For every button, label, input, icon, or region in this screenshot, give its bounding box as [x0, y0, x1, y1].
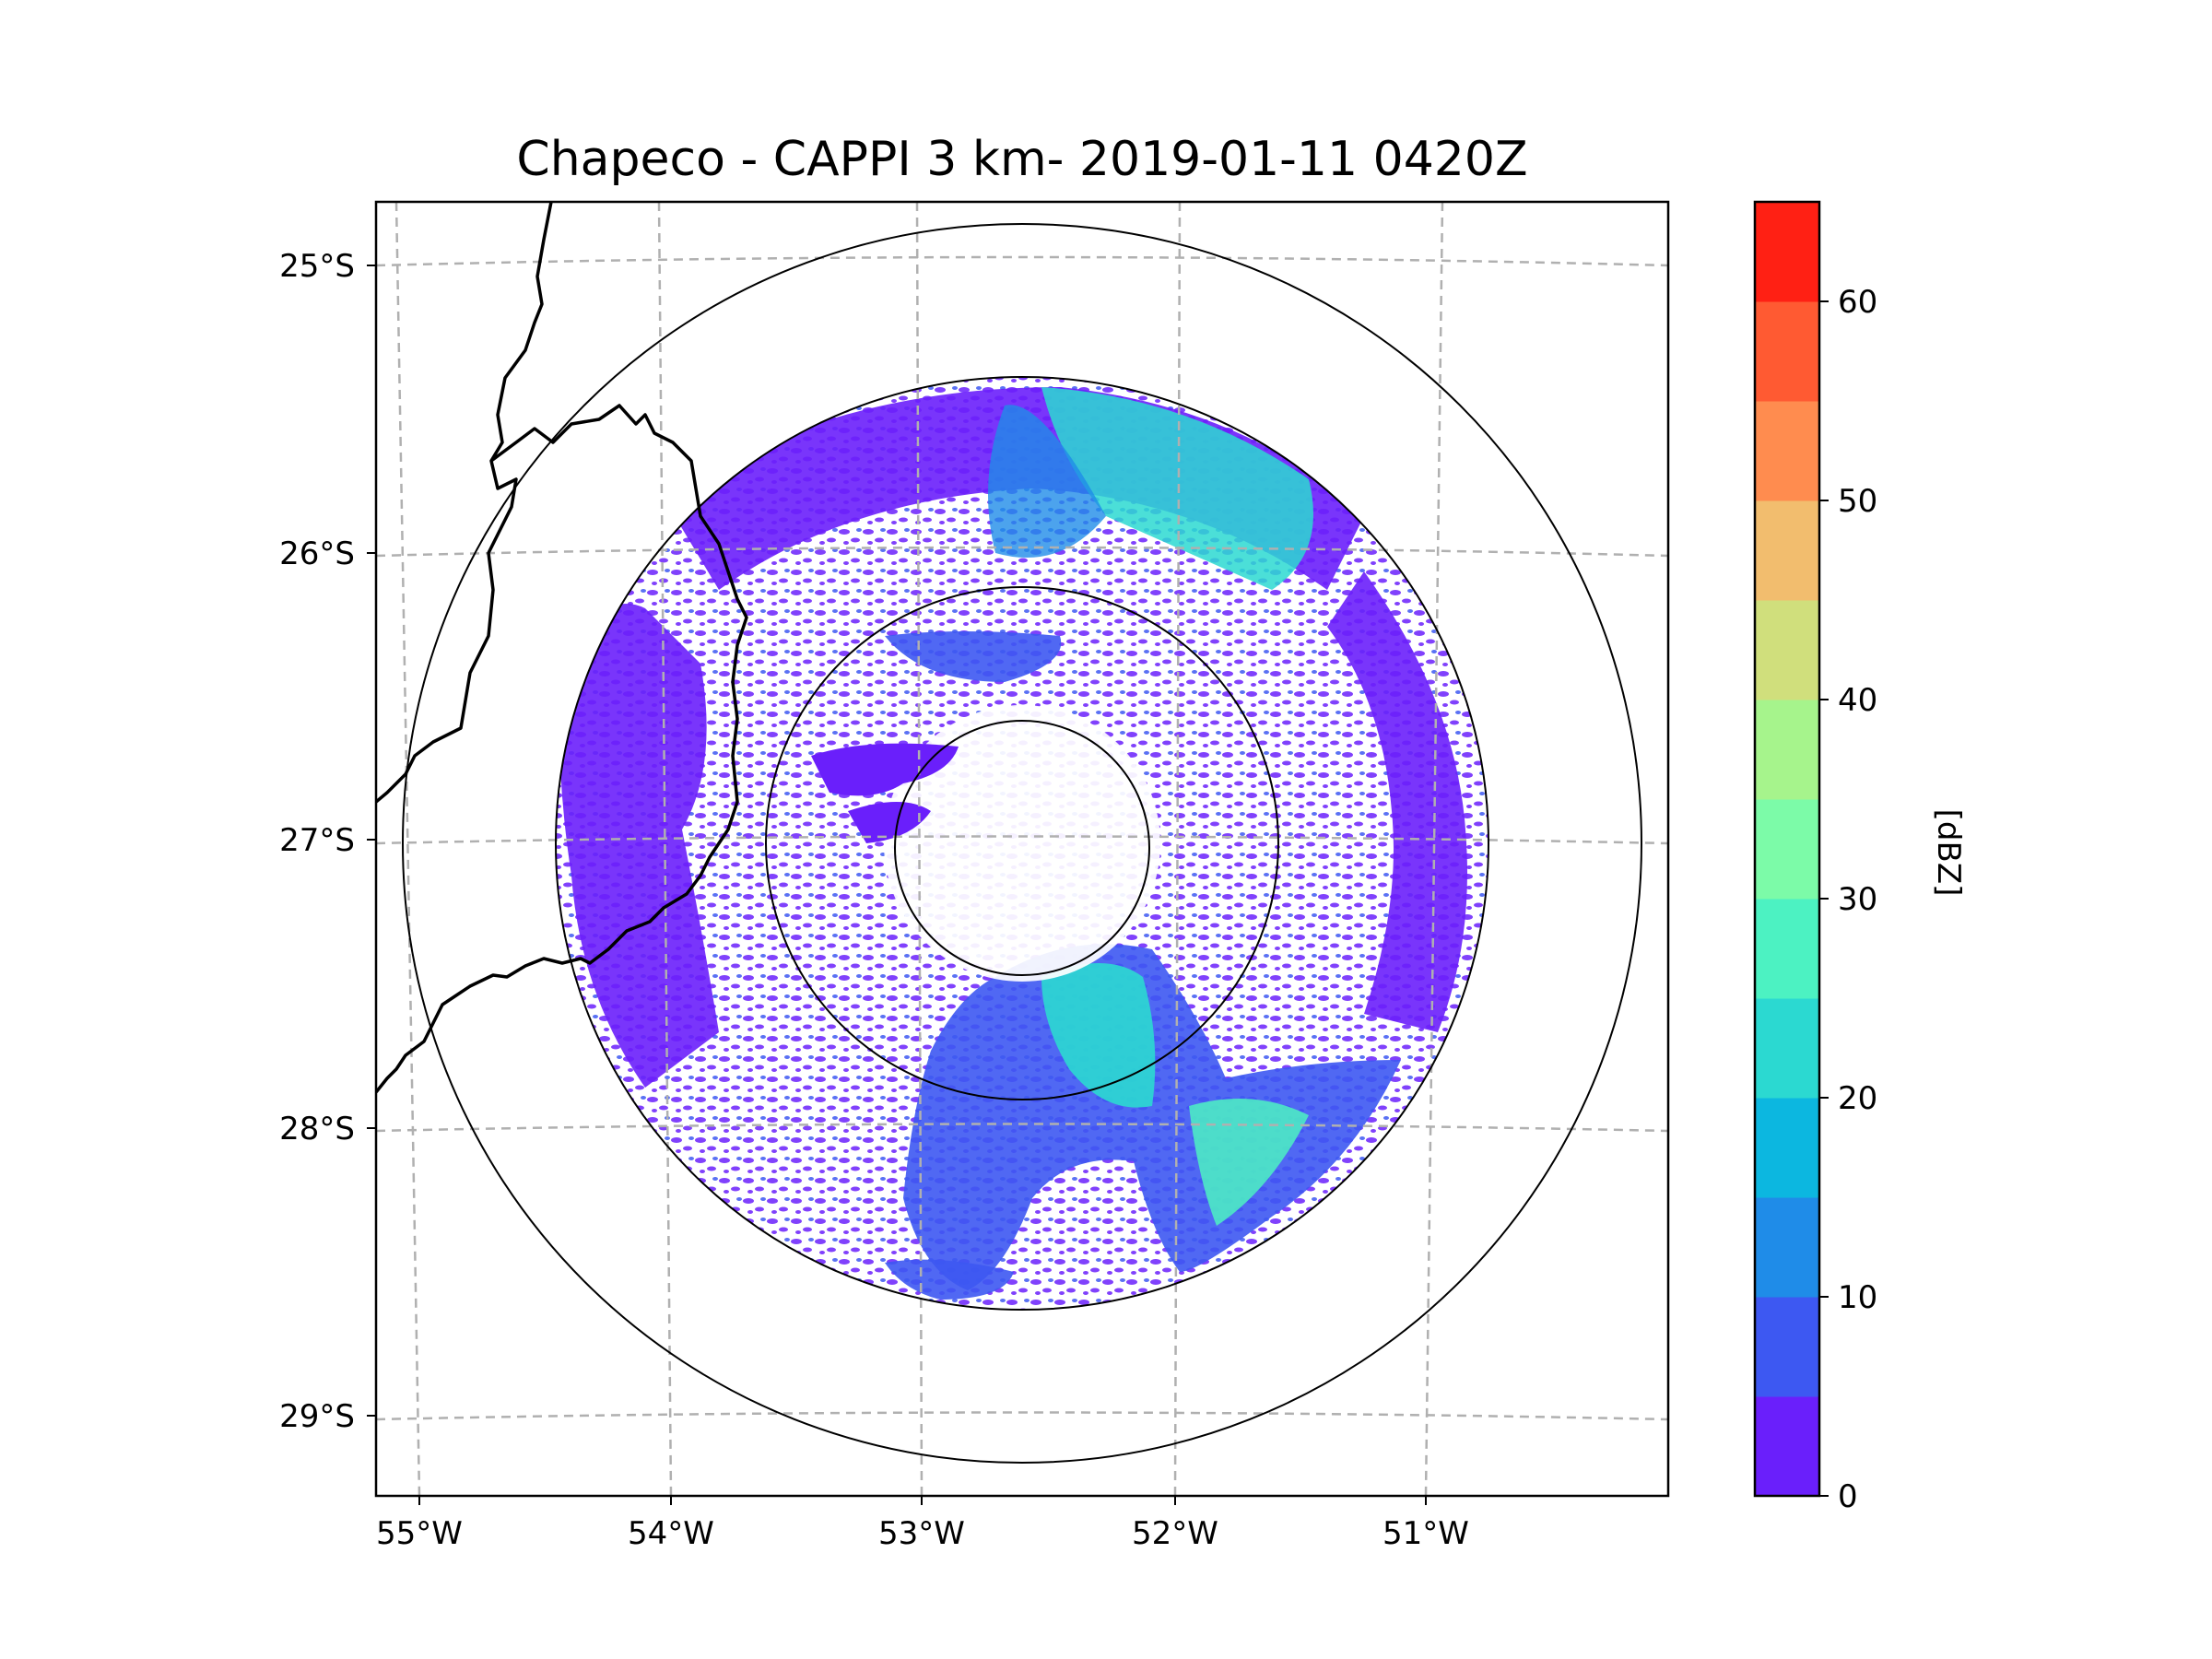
- colorbar-tick-label: 10: [1838, 1279, 1877, 1316]
- colorbar-segment: [1755, 401, 1819, 501]
- longitude-tick-label: 52°W: [1132, 1515, 1218, 1552]
- meridian-53W: [915, 202, 924, 1496]
- map-border: [374, 200, 1670, 1498]
- map-panel: [374, 200, 1670, 1498]
- colorbar-tick-label: 30: [1838, 881, 1877, 918]
- echo-inner-north: [885, 631, 1062, 682]
- border-west: [376, 202, 553, 804]
- range-rings: [402, 223, 1642, 1464]
- latitude-tick-label: 27°S: [279, 822, 355, 859]
- longitude-tick-label: 53°W: [878, 1515, 965, 1552]
- colorbar-segment: [1755, 998, 1819, 1099]
- echo-north-moderate: [1041, 387, 1313, 590]
- colorbar-segment: [1755, 1297, 1819, 1397]
- colorbar-segment: [1755, 899, 1819, 999]
- parallel-26S: [376, 546, 1668, 558]
- colorbar-tick-label: 40: [1838, 682, 1877, 719]
- political-borders: [376, 202, 748, 1094]
- latitude-tick-label: 29°S: [279, 1398, 355, 1435]
- colorbar-segment: [1755, 600, 1819, 700]
- colorbar-segment: [1755, 500, 1819, 601]
- graticule: [376, 202, 1668, 1496]
- range-ring-data-extent: [555, 376, 1489, 1311]
- echo-band-east: [1327, 571, 1467, 1032]
- colorbar-label: [dBZ]: [1930, 809, 1967, 897]
- echo-south-arm: [885, 1259, 1014, 1300]
- border-east: [376, 404, 748, 1094]
- colorbar: [1753, 200, 1821, 1498]
- echo-band-west: [559, 604, 719, 1088]
- meridian-55W: [394, 202, 421, 1496]
- longitude-tick-label: 54°W: [628, 1515, 714, 1552]
- colorbar-tick-label: 60: [1838, 284, 1877, 321]
- echo-north-weak: [988, 405, 1106, 558]
- inner-clear-zone: [884, 705, 1160, 982]
- longitude-tick-label: 55°W: [376, 1515, 463, 1552]
- meridian-52W: [1173, 202, 1182, 1496]
- colorbar-tick-label: 20: [1838, 1080, 1877, 1117]
- latitude-tick-label: 25°S: [279, 248, 355, 285]
- meridian-51W: [1424, 202, 1444, 1496]
- colorbar-tick-label: 50: [1838, 483, 1877, 520]
- reflectivity-field: [556, 377, 1488, 1310]
- parallel-29S: [376, 1411, 1668, 1421]
- colorbar-segment: [1755, 799, 1819, 900]
- parallel-28S: [376, 1123, 1668, 1133]
- colorbar-segment: [1755, 1098, 1819, 1198]
- range-ring-outer: [402, 223, 1642, 1464]
- parallel-25S: [376, 255, 1668, 267]
- latitude-tick-label: 28°S: [279, 1111, 355, 1147]
- latitude-tick-label: 26°S: [279, 535, 355, 572]
- colorbar-segment: [1755, 700, 1819, 800]
- colorbar-ticks: 0 10 20 30 40 50 60: [1819, 284, 1877, 1515]
- echo-inner-west: [811, 743, 959, 796]
- echo-southeast-core: [1189, 1099, 1309, 1226]
- latitude-ticks: 25°S 26°S 27°S 28°S 29°S: [279, 248, 376, 1435]
- range-ring-inner: [894, 720, 1150, 976]
- colorbar-tick-label: 0: [1838, 1478, 1858, 1515]
- colorbar-segment: [1755, 202, 1819, 302]
- range-ring-middle: [765, 586, 1279, 1100]
- longitude-ticks: 55°W 54°W 53°W 52°W 51°W: [376, 1496, 1469, 1552]
- echo-south-storm: [903, 944, 1401, 1290]
- meridian-54W: [657, 202, 673, 1496]
- colorbar-segment: [1755, 1396, 1819, 1497]
- colorbar-segment: [1755, 301, 1819, 402]
- longitude-tick-label: 51°W: [1382, 1515, 1469, 1552]
- parallel-27S: [376, 835, 1668, 845]
- colorbar-segment: [1755, 1197, 1819, 1298]
- colorbar-frame: [1753, 200, 1821, 1498]
- echo-south-core: [1041, 963, 1156, 1108]
- echo-inner-southwest: [848, 802, 931, 843]
- chart-title: Chapeco - CAPPI 3 km- 2019-01-11 0420Z: [516, 132, 1527, 187]
